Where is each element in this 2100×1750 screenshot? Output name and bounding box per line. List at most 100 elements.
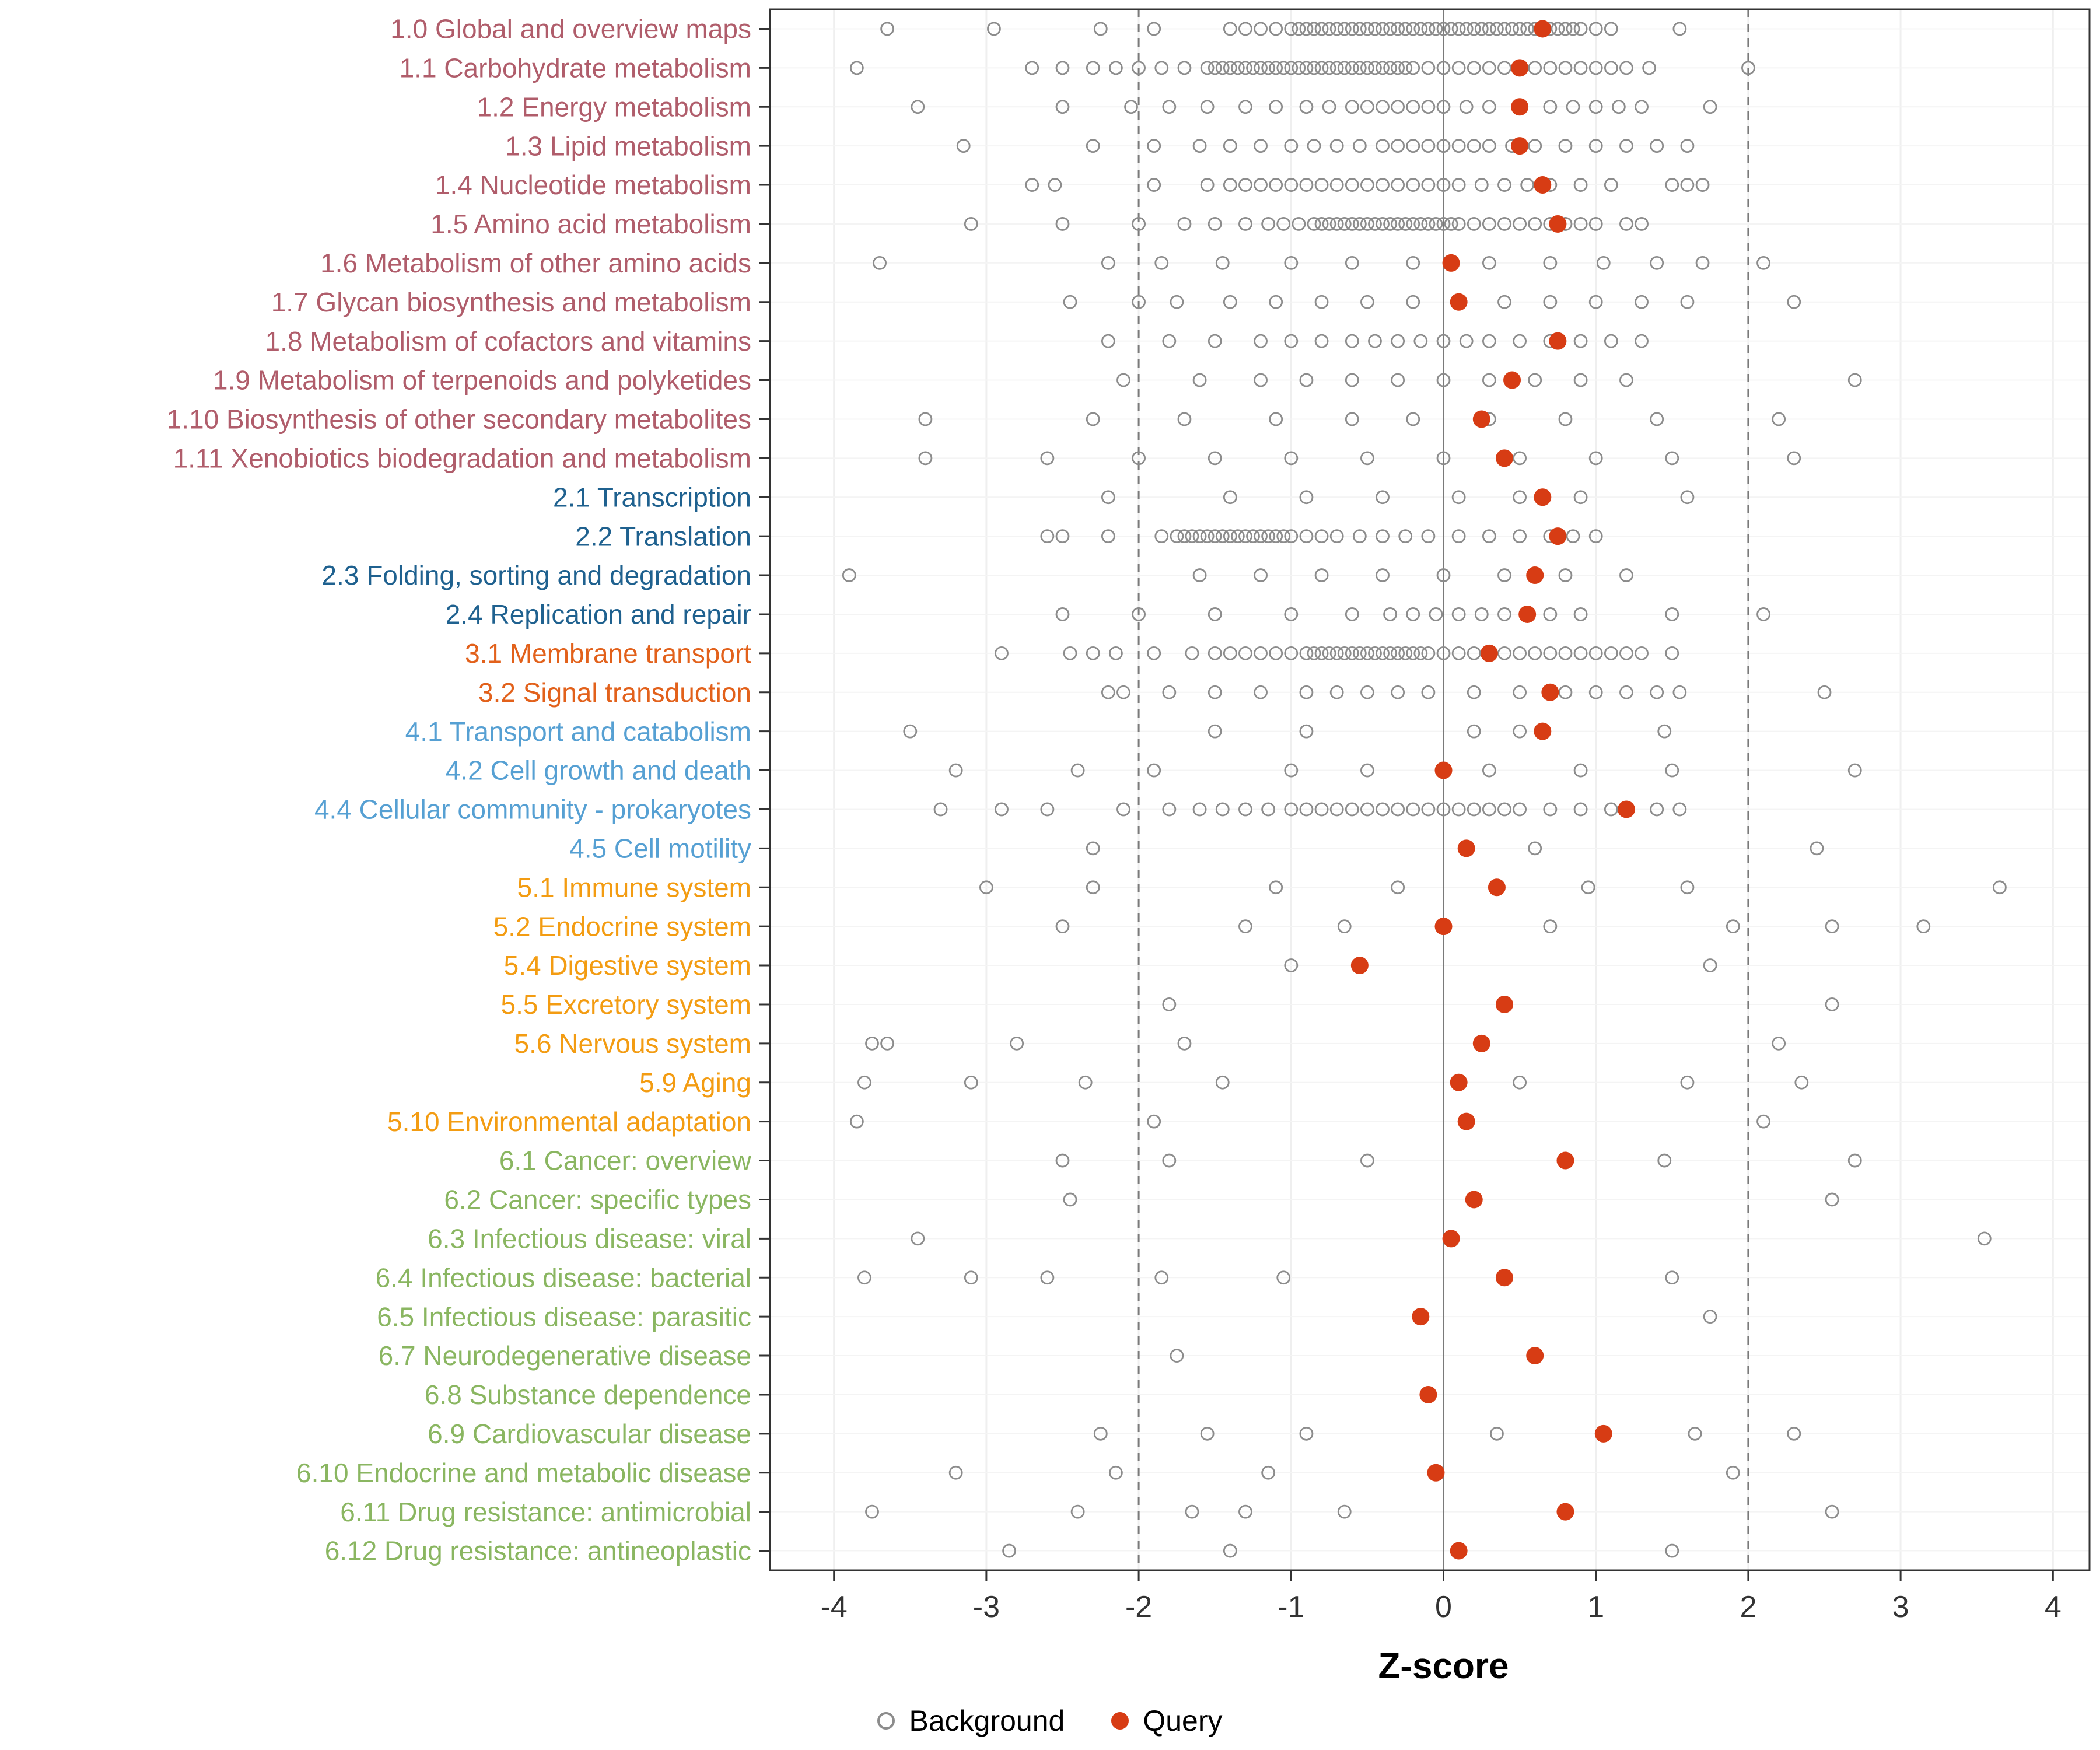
background-point <box>858 1270 872 1285</box>
background-point <box>1208 607 1222 621</box>
background-point <box>1070 1504 1085 1519</box>
background-point <box>1345 607 1359 621</box>
background-point <box>995 802 1009 817</box>
x-tick-label: -2 <box>1125 1590 1152 1624</box>
background-point <box>1421 100 1436 114</box>
background-point <box>1459 334 1474 348</box>
background-point <box>1101 685 1115 699</box>
category-label: 2.2 Translation <box>575 521 751 551</box>
background-point <box>1254 373 1268 387</box>
background-point <box>1223 22 1237 36</box>
background-point <box>1436 373 1451 387</box>
background-point <box>1314 217 1329 231</box>
background-point <box>1543 919 1558 934</box>
background-point <box>1513 490 1527 505</box>
background-point <box>1482 802 1496 817</box>
background-point <box>1436 22 1451 36</box>
background-point <box>1230 529 1245 544</box>
legend-query-label: Query <box>1143 1704 1223 1737</box>
query-point <box>1534 176 1552 194</box>
background-point <box>1276 529 1291 544</box>
background-point <box>1558 685 1573 699</box>
background-point <box>1192 139 1207 153</box>
background-point <box>1444 22 1458 36</box>
background-point <box>1573 178 1588 192</box>
background-point <box>1223 646 1237 660</box>
background-point <box>1238 646 1252 660</box>
query-point <box>1472 410 1490 428</box>
category-label: 4.4 Cellular community - prokaryotes <box>314 794 751 825</box>
background-point <box>1665 451 1679 466</box>
background-point <box>911 1231 925 1246</box>
background-point <box>1345 100 1359 114</box>
background-point <box>1299 685 1314 699</box>
background-point <box>1215 802 1230 817</box>
background-point <box>1482 139 1496 153</box>
background-point <box>1497 646 1511 660</box>
background-point <box>1238 178 1252 192</box>
background-point <box>1451 61 1466 75</box>
background-point <box>1703 1310 1717 1324</box>
background-point <box>1208 724 1222 738</box>
background-point <box>1741 61 1755 75</box>
background-point <box>1261 61 1276 75</box>
background-point <box>1352 217 1367 231</box>
background-point <box>1376 490 1390 505</box>
background-point <box>1513 22 1527 36</box>
background-point <box>1376 529 1390 544</box>
background-point <box>1109 646 1123 660</box>
background-point <box>1451 646 1466 660</box>
background-point <box>1413 217 1428 231</box>
background-point <box>1055 529 1070 544</box>
background-point <box>1132 295 1146 309</box>
background-point <box>1376 646 1390 660</box>
background-point <box>964 217 978 231</box>
background-point <box>1650 685 1664 699</box>
category-label: 1.11 Xenobiotics biodegradation and meta… <box>173 443 751 473</box>
background-point <box>1223 139 1237 153</box>
background-point <box>1421 178 1436 192</box>
x-axis-title: Z-score <box>1378 1646 1509 1686</box>
background-point <box>1284 529 1298 544</box>
background-point <box>1436 646 1451 660</box>
query-point <box>1480 644 1498 662</box>
background-point <box>1200 529 1214 544</box>
panel-border <box>769 8 2091 1572</box>
background-point <box>1200 100 1214 114</box>
background-point <box>1513 646 1527 660</box>
background-point <box>1482 22 1496 36</box>
background-point <box>1588 685 1603 699</box>
query-point <box>1457 839 1475 858</box>
background-point <box>1238 529 1252 544</box>
background-point <box>1406 607 1420 621</box>
background-point <box>1238 61 1252 75</box>
background-point <box>1665 1544 1679 1558</box>
background-point <box>949 1465 963 1480</box>
background-point <box>1588 646 1603 660</box>
background-point <box>1611 100 1626 114</box>
background-point <box>1573 217 1588 231</box>
background-point <box>1223 178 1237 192</box>
background-point <box>1513 451 1527 466</box>
background-point <box>1543 256 1558 270</box>
background-point <box>1192 373 1207 387</box>
background-point <box>1391 22 1405 36</box>
background-point <box>1086 841 1100 856</box>
background-point <box>1345 373 1359 387</box>
background-point <box>1726 1465 1740 1480</box>
background-point <box>1086 880 1100 895</box>
background-point <box>1200 61 1214 75</box>
background-point <box>1284 451 1298 466</box>
background-point <box>1421 685 1436 699</box>
background-point <box>1254 139 1268 153</box>
background-point <box>1314 802 1329 817</box>
panel-background <box>770 9 2090 1570</box>
background-point <box>1284 646 1298 660</box>
background-point <box>1086 61 1100 75</box>
x-tick-label: -4 <box>821 1590 848 1624</box>
background-point <box>1307 217 1321 231</box>
background-point <box>1055 1153 1070 1168</box>
background-point <box>1170 1349 1184 1363</box>
category-label: 1.6 Metabolism of other amino acids <box>320 248 751 278</box>
background-point <box>1299 724 1314 738</box>
